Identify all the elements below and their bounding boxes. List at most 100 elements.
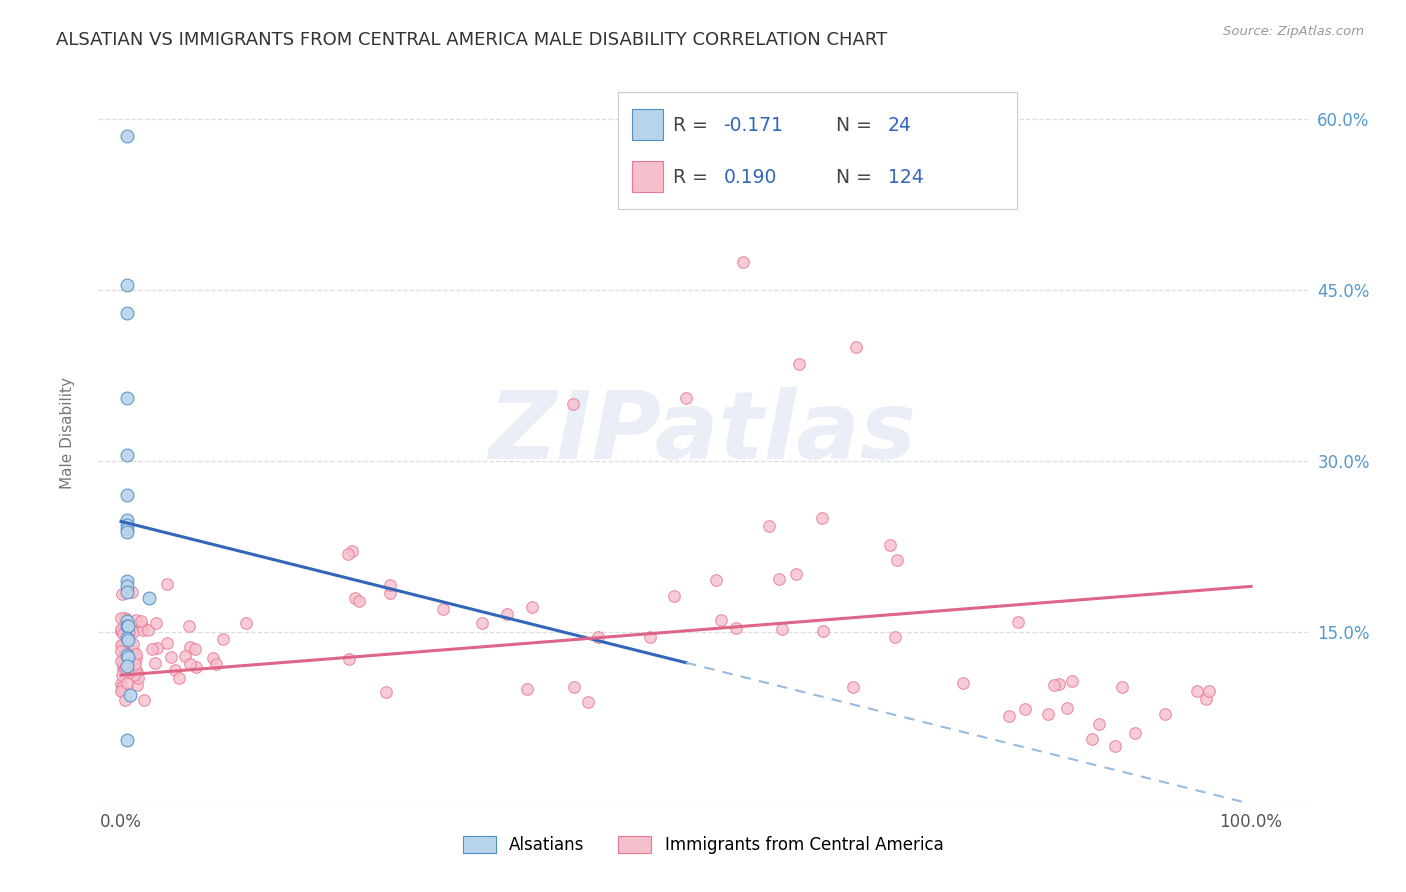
Point: [1081, 731, 1104, 746]
Point: [114, 611, 136, 625]
Point: [115, 523, 138, 537]
Point: [110, 684, 132, 698]
Point: [787, 357, 810, 371]
Legend: Alsatians, Immigrants from Central America: Alsatians, Immigrants from Central Ameri…: [456, 830, 950, 861]
Point: [111, 652, 134, 666]
Point: [122, 624, 145, 639]
Point: [811, 624, 834, 638]
Point: [336, 547, 359, 561]
Point: [344, 591, 367, 606]
Point: [117, 665, 139, 680]
Y-axis label: Male Disability: Male Disability: [60, 376, 75, 489]
Point: [770, 622, 793, 636]
Point: [110, 640, 132, 654]
FancyBboxPatch shape: [631, 161, 664, 192]
Point: [115, 614, 138, 628]
Point: [163, 663, 186, 677]
Point: [110, 654, 132, 668]
Point: [1194, 692, 1216, 706]
Point: [111, 626, 134, 640]
Text: N =: N =: [837, 168, 872, 186]
Point: [1036, 707, 1059, 722]
Point: [122, 668, 145, 682]
Point: [810, 511, 832, 525]
Point: [115, 733, 138, 747]
Point: [117, 619, 139, 633]
Point: [349, 593, 371, 607]
Point: [131, 623, 153, 637]
Point: [520, 599, 543, 614]
Point: [111, 683, 134, 698]
Point: [886, 553, 908, 567]
FancyBboxPatch shape: [631, 109, 664, 140]
Point: [879, 538, 901, 552]
Point: [586, 631, 609, 645]
Point: [111, 587, 134, 601]
Point: [337, 652, 360, 666]
Point: [127, 665, 149, 679]
Point: [710, 613, 733, 627]
Point: [114, 647, 136, 661]
Point: [340, 544, 363, 558]
Text: ALSATIAN VS IMMIGRANTS FROM CENTRAL AMERICA MALE DISABILITY CORRELATION CHART: ALSATIAN VS IMMIGRANTS FROM CENTRAL AMER…: [56, 31, 887, 49]
Point: [706, 573, 728, 587]
Point: [115, 449, 138, 463]
Point: [127, 678, 149, 692]
Point: [179, 640, 201, 654]
Point: [115, 517, 138, 532]
Point: [115, 306, 138, 320]
Point: [129, 614, 152, 628]
Point: [117, 632, 139, 647]
Point: [114, 621, 136, 635]
Point: [1007, 615, 1029, 629]
Point: [432, 602, 454, 616]
Text: R =: R =: [672, 168, 707, 186]
Point: [205, 657, 228, 671]
Point: [212, 632, 235, 647]
Point: [110, 638, 132, 652]
Point: [184, 660, 207, 674]
Point: [1154, 706, 1177, 721]
Point: [115, 129, 138, 144]
Point: [675, 392, 697, 406]
Point: [115, 659, 138, 673]
Point: [110, 644, 132, 658]
Point: [1047, 677, 1070, 691]
Point: [562, 397, 585, 411]
Point: [121, 644, 143, 658]
Point: [115, 585, 138, 599]
Point: [114, 612, 136, 626]
Point: [124, 657, 146, 671]
Point: [112, 662, 135, 676]
Point: [115, 488, 138, 502]
Point: [1104, 739, 1126, 753]
Point: [496, 607, 519, 622]
Point: [169, 671, 191, 685]
Point: [141, 642, 163, 657]
Point: [115, 277, 138, 292]
Point: [121, 637, 143, 651]
Point: [1123, 726, 1146, 740]
Text: 24: 24: [889, 116, 912, 135]
Point: [121, 585, 143, 599]
Point: [1087, 717, 1109, 731]
Point: [785, 567, 807, 582]
Text: 0.190: 0.190: [724, 168, 778, 186]
Point: [125, 647, 148, 661]
Point: [884, 630, 907, 644]
Point: [114, 661, 136, 675]
Point: [110, 611, 132, 625]
Point: [115, 675, 138, 690]
Point: [115, 579, 138, 593]
Point: [998, 709, 1021, 723]
Point: [378, 586, 401, 600]
Point: [159, 650, 181, 665]
Point: [110, 622, 132, 636]
Point: [131, 619, 153, 633]
Point: [1198, 683, 1220, 698]
Point: [1062, 674, 1084, 689]
Point: [110, 624, 132, 638]
Text: R =: R =: [672, 116, 707, 135]
Point: [118, 624, 141, 639]
Point: [114, 612, 136, 626]
